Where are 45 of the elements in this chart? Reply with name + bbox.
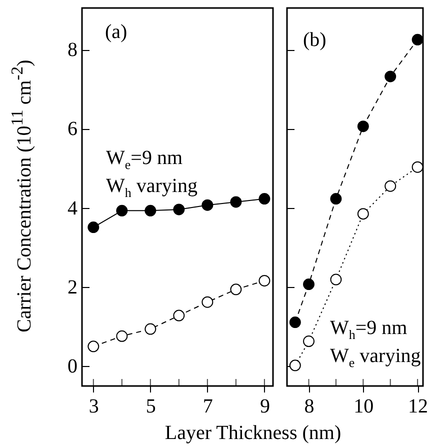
y-tick-label: 8	[68, 39, 78, 62]
x-tick-label: 7	[202, 396, 213, 418]
point	[303, 278, 315, 290]
point	[230, 284, 242, 296]
x-tick-label: 9	[260, 396, 270, 418]
x-tick-label: 5	[146, 396, 156, 418]
annotation: W$_{e}$=9 nm	[106, 147, 183, 172]
point	[258, 193, 270, 205]
point	[303, 336, 315, 348]
point	[202, 199, 214, 211]
point	[357, 208, 369, 220]
x-tick-label: 12	[408, 396, 428, 418]
point	[384, 180, 396, 192]
annotation: W$_{h}$=9 nm	[330, 317, 408, 342]
point	[116, 204, 128, 216]
point	[289, 360, 301, 372]
annotation: W$_{e}$ varying	[330, 345, 421, 370]
annotation: (b)	[303, 29, 326, 51]
annotation: (a)	[105, 21, 128, 43]
x-tick-label: 8	[304, 396, 314, 418]
y-tick-label: 4	[68, 197, 78, 220]
point	[412, 34, 424, 46]
point	[173, 204, 185, 216]
x-tick-label: 10	[354, 396, 374, 418]
y-tick-label: 0	[68, 356, 78, 378]
point	[230, 196, 242, 208]
point	[144, 323, 156, 335]
point	[412, 161, 424, 173]
x-tick-label: 3	[88, 396, 99, 418]
point	[144, 204, 156, 216]
y-tick-label: 2	[68, 276, 78, 299]
point	[116, 330, 128, 342]
y-tick-label: 6	[68, 118, 78, 140]
x-axis-title: Layer Thickness (nm)	[164, 422, 342, 445]
point	[384, 70, 396, 82]
point	[357, 120, 369, 132]
point	[88, 222, 100, 234]
point	[173, 310, 185, 322]
point	[202, 296, 214, 308]
point	[289, 316, 301, 328]
point	[258, 274, 270, 286]
point	[88, 340, 100, 352]
annotation: W$_{h}$ varying	[106, 175, 198, 200]
point	[330, 193, 342, 205]
point	[330, 274, 342, 286]
